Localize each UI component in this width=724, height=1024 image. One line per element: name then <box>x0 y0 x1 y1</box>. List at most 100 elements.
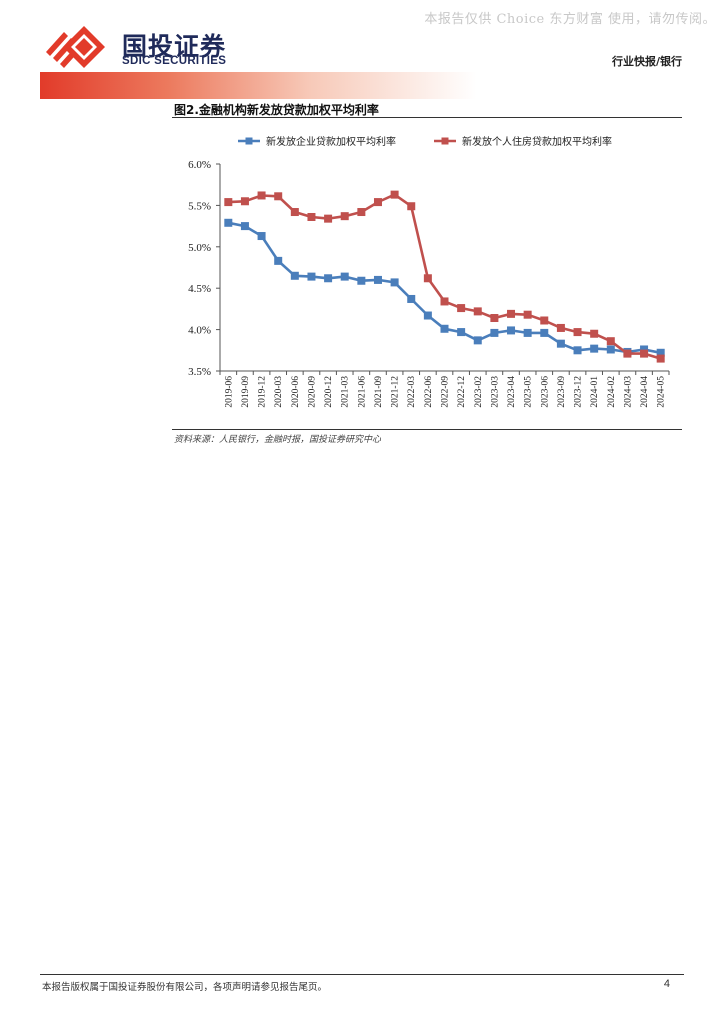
data-point <box>390 278 399 287</box>
data-point <box>240 222 249 231</box>
title-divider <box>172 117 682 118</box>
x-tick-label: 2024-04 <box>640 376 650 408</box>
data-point <box>490 314 499 323</box>
x-tick-label: 2023-03 <box>490 376 500 408</box>
watermark-text: 本报告仅供 Choice 东方财富 使用，请勿传阅。 <box>424 12 716 27</box>
data-point <box>307 212 316 221</box>
x-tick-label: 2024-02 <box>607 376 617 408</box>
x-tick-label: 2023-04 <box>507 376 517 408</box>
data-point <box>590 344 599 353</box>
x-tick-label: 2020-09 <box>307 376 317 408</box>
x-tick-label: 2022-09 <box>441 376 451 408</box>
x-tick-label: 2019-09 <box>241 376 251 408</box>
x-tick-label: 2022-12 <box>457 376 467 408</box>
page-number: 4 <box>663 978 670 990</box>
x-tick-label: 2021-12 <box>391 376 401 408</box>
data-point <box>357 208 366 217</box>
header-band <box>40 72 682 99</box>
data-point <box>590 329 599 338</box>
data-point <box>340 272 349 281</box>
y-tick-label: 5.0% <box>188 242 211 254</box>
data-point <box>373 275 382 284</box>
data-point <box>623 349 632 358</box>
data-point <box>440 324 449 333</box>
data-point <box>457 304 466 313</box>
data-point <box>507 309 516 318</box>
data-point <box>290 271 299 280</box>
x-tick-label: 2024-01 <box>590 376 600 408</box>
data-point <box>373 198 382 207</box>
data-point <box>490 328 499 337</box>
y-tick-label: 6.0% <box>188 159 211 171</box>
brand-logo: 国投证券 SDIC SECURITIES <box>42 26 252 68</box>
data-point <box>423 274 432 283</box>
data-point <box>640 349 649 358</box>
data-point <box>540 328 549 337</box>
data-point <box>423 311 432 320</box>
x-tick-label: 2024-05 <box>657 376 667 408</box>
data-point <box>540 316 549 325</box>
chart-title: 图2.金融机构新发放贷款加权平均利率 <box>174 103 379 117</box>
data-point <box>606 337 615 346</box>
data-point <box>656 348 665 357</box>
x-tick-label: 2023-05 <box>524 376 534 408</box>
data-point <box>340 212 349 221</box>
data-point <box>656 354 665 363</box>
data-point <box>556 339 565 348</box>
brand-name-en: SDIC SECURITIES <box>122 55 227 67</box>
data-point <box>257 232 266 241</box>
data-point <box>473 307 482 316</box>
x-tick-label: 2019-06 <box>224 376 234 408</box>
data-point <box>224 218 233 227</box>
data-point <box>407 294 416 303</box>
x-tick-label: 2024-03 <box>623 376 633 408</box>
data-point <box>606 345 615 354</box>
data-point <box>523 328 532 337</box>
x-tick-label: 2022-03 <box>407 376 417 408</box>
legend-entry: 新发放企业贷款加权平均利率 <box>266 135 396 148</box>
data-point <box>240 197 249 206</box>
data-point <box>257 191 266 200</box>
data-point <box>440 297 449 306</box>
x-tick-label: 2023-06 <box>540 376 550 408</box>
data-point <box>224 198 233 207</box>
x-tick-label: 2023-09 <box>557 376 567 408</box>
data-point <box>307 272 316 281</box>
report-category: 行业快报/银行 <box>611 55 682 68</box>
x-tick-label: 2021-06 <box>357 376 367 408</box>
data-point <box>573 328 582 337</box>
x-tick-label: 2021-09 <box>374 376 384 408</box>
sdic-logo-icon <box>46 26 105 68</box>
data-point <box>324 274 333 283</box>
x-tick-label: 2020-03 <box>274 376 284 408</box>
legend-marker <box>441 137 449 145</box>
y-tick-label: 3.5% <box>188 366 211 378</box>
data-point <box>457 328 466 337</box>
data-point <box>473 336 482 345</box>
legend-entry: 新发放个人住房贷款加权平均利率 <box>462 135 612 148</box>
x-tick-label: 2019-12 <box>258 376 268 408</box>
y-tick-label: 4.5% <box>188 283 211 295</box>
data-point <box>523 310 532 319</box>
data-point <box>274 192 283 201</box>
source-divider <box>172 429 682 430</box>
x-tick-label: 2020-12 <box>324 376 334 408</box>
chart-svg: 3.5% 4.0% 4.5% 5.0% 5.5% 6.0% 2019-06 2019-09 20… <box>188 135 670 408</box>
data-point <box>573 346 582 355</box>
legend-marker <box>245 137 253 145</box>
data-point <box>357 276 366 285</box>
brand-name-cn: 国投证券 <box>122 32 227 61</box>
data-point <box>390 190 399 199</box>
y-tick-label: 5.5% <box>188 200 211 212</box>
line-chart: 3.5% 4.0% 4.5% 5.0% 5.5% 6.0% 2019-06 2019-09 20… <box>172 122 684 426</box>
footer-divider <box>40 974 684 975</box>
data-point <box>324 214 333 223</box>
x-tick-label: 2020-06 <box>291 376 301 408</box>
x-tick-label: 2023-12 <box>574 376 584 408</box>
data-point <box>556 323 565 332</box>
x-tick-label: 2022-06 <box>424 376 434 408</box>
data-point <box>274 256 283 265</box>
footer-disclaimer: 本报告版权属于国投证券股份有限公司，各项声明请参见报告尾页。 <box>42 982 328 993</box>
x-tick-label: 2023-02 <box>474 376 484 408</box>
y-tick-label: 4.0% <box>188 325 211 337</box>
